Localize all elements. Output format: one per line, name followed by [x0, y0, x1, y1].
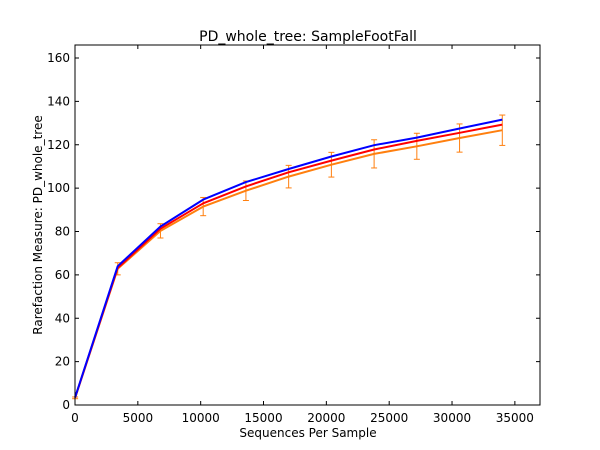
chart-title: PD_whole_tree: SampleFootFall [199, 29, 417, 45]
x-tick-label: 5000 [123, 411, 154, 425]
x-tick-label: 35000 [496, 411, 534, 425]
plot-frame [74, 44, 541, 406]
x-tick-label: 20000 [307, 411, 345, 425]
y-tick-label: 160 [47, 51, 70, 65]
y-tick-label: 120 [47, 138, 70, 152]
y-tick-label: 60 [55, 268, 70, 282]
y-tick-label: 140 [47, 94, 70, 108]
y-tick-label: 40 [55, 311, 70, 325]
series-line [74, 123, 503, 398]
y-tick-label: 0 [62, 398, 70, 412]
x-tick-label: 0 [71, 411, 79, 425]
x-axis-title: Sequences Per Sample [239, 426, 376, 440]
y-tick-label: 80 [55, 225, 70, 239]
y-tick-label: 100 [47, 181, 70, 195]
x-tick-label: 15000 [244, 411, 282, 425]
series-line [74, 118, 503, 398]
plot-area [72, 114, 506, 400]
x-tick-label: 25000 [370, 411, 408, 425]
y-tick-label: 20 [55, 355, 70, 369]
x-tick-label: 10000 [182, 411, 220, 425]
x-tick-label: 30000 [433, 411, 471, 425]
y-axis-title: Rarefaction Measure: PD_whole_tree [31, 115, 45, 334]
